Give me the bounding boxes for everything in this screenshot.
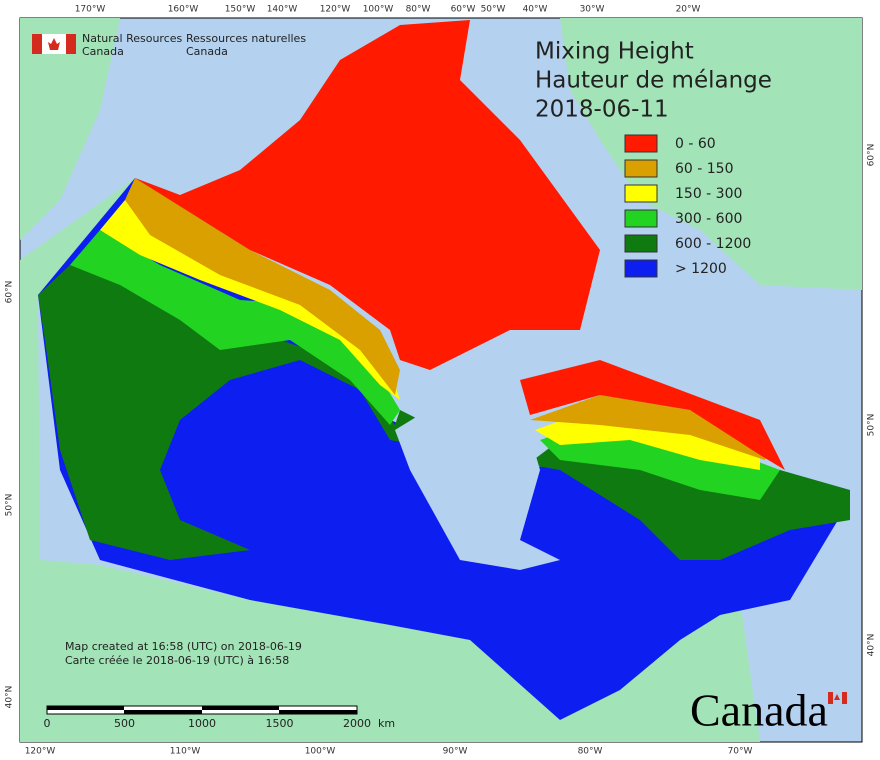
scale-label: 500 — [114, 717, 135, 730]
scale-unit: km — [378, 717, 395, 730]
graticule-label: 60°N — [867, 144, 877, 167]
graticule-label: 90°W — [443, 747, 468, 757]
agency: Natural Resources Canada Ressources natu… — [82, 32, 306, 58]
graticule-label: 120°W — [25, 747, 56, 757]
hudson-bay — [395, 390, 560, 570]
legend-swatch — [624, 134, 658, 153]
zone-orange — [125, 178, 770, 460]
legend-swatch — [624, 159, 658, 178]
graticule-label: 20°W — [676, 5, 701, 15]
graticule-label: 30°W — [580, 5, 605, 15]
zone-red — [135, 20, 785, 470]
graticule-label: 50°W — [481, 5, 506, 15]
legend-label: > 1200 — [675, 261, 727, 277]
graticule-label: 150°W — [225, 5, 256, 15]
russia — [20, 18, 120, 240]
legend-swatch — [624, 209, 658, 228]
scale-bar — [46, 705, 358, 715]
graticule-label: 60°N — [5, 281, 15, 304]
credit: Map created at 16:58 (UTC) on 2018-06-19 — [65, 640, 302, 653]
legend-swatch — [624, 184, 658, 203]
agency-en: Canada — [82, 45, 124, 58]
graticule-label: 50°N — [5, 494, 15, 517]
flag — [32, 34, 76, 54]
zone-yellow — [100, 200, 760, 470]
scale-label: 2000 — [343, 717, 371, 730]
greenland — [560, 18, 862, 290]
scale-label: 1000 — [188, 717, 216, 730]
agency-fr: Canada — [186, 45, 228, 58]
graticule: 170°W 160°W 150°W 140°W 120°W 100°W 80°W 60°W 50… — [5, 5, 877, 757]
graticule-label: 70°W — [728, 747, 753, 757]
legend-label: 300 - 600 — [675, 211, 742, 227]
graticule-label: 120°W — [320, 5, 351, 15]
legend-label: 150 - 300 — [675, 186, 742, 202]
scale-label: 0 — [44, 717, 51, 730]
legend: 0 - 60 60 - 150 150 - 300 300 - 600 600 - 12… — [624, 134, 751, 278]
wordmark-flag — [828, 692, 847, 704]
graticule-label: 60°W — [451, 5, 476, 15]
date: 2018-06-11 — [535, 97, 669, 123]
graticule-label: 50°N — [867, 414, 877, 437]
graticule-label: 140°W — [267, 5, 298, 15]
graticule-label: 100°W — [363, 5, 394, 15]
graticule-label: 100°W — [305, 747, 336, 757]
title-fr: Hauteur de mélange — [535, 68, 772, 94]
legend-label: 600 - 1200 — [675, 236, 751, 252]
scale-label: 1500 — [266, 717, 294, 730]
legend-label: 0 - 60 — [675, 136, 716, 152]
graticule-label: 80°W — [578, 747, 603, 757]
graticule-label: 40°N — [5, 686, 15, 709]
legend-label: 60 - 150 — [675, 161, 734, 177]
graticule-label: 160°W — [168, 5, 199, 15]
graticule-label: 170°W — [75, 5, 106, 15]
scale-labels: 0 500 1000 1500 2000 km — [44, 717, 396, 730]
graticule-label: 110°W — [170, 747, 201, 757]
graticule-label: 40°N — [867, 634, 877, 657]
credit: Carte créée le 2018-06-19 (UTC) à 16:58 — [65, 654, 289, 667]
legend-swatch — [624, 234, 658, 253]
graticule-label: 40°W — [523, 5, 548, 15]
usa — [20, 178, 760, 742]
agency-fr: Ressources naturelles — [186, 32, 306, 45]
graticule-label: 80°W — [406, 5, 431, 15]
wordmark: Canada — [690, 685, 828, 736]
legend-swatch — [624, 259, 658, 278]
agency-en: Natural Resources — [82, 32, 183, 45]
title: Mixing Height — [535, 39, 694, 65]
